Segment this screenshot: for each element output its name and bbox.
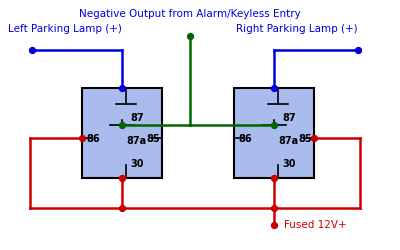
Text: 87a: 87a xyxy=(278,136,298,146)
Point xyxy=(119,206,125,210)
Text: 87a: 87a xyxy=(126,136,146,146)
Point xyxy=(119,86,125,89)
Bar xyxy=(234,88,314,178)
Text: 30: 30 xyxy=(282,159,296,169)
Text: Negative Output from Alarm/Keyless Entry: Negative Output from Alarm/Keyless Entry xyxy=(79,9,301,19)
Point xyxy=(355,48,361,52)
Point xyxy=(271,86,277,89)
Text: 86: 86 xyxy=(86,134,100,144)
Text: 30: 30 xyxy=(130,159,144,169)
Text: 86: 86 xyxy=(238,134,252,144)
Point xyxy=(271,176,277,180)
Point xyxy=(271,206,277,210)
Text: 85: 85 xyxy=(298,134,312,144)
Bar xyxy=(82,88,162,178)
Point xyxy=(187,34,193,38)
Point xyxy=(311,136,317,140)
Text: Right Parking Lamp (+): Right Parking Lamp (+) xyxy=(236,24,358,34)
Point xyxy=(119,176,125,180)
Point xyxy=(79,136,85,140)
Point xyxy=(271,123,277,127)
Point xyxy=(119,123,125,127)
Text: 87: 87 xyxy=(282,112,296,122)
Text: 87: 87 xyxy=(130,112,144,122)
Point xyxy=(29,48,35,52)
Text: 85: 85 xyxy=(146,134,160,144)
Text: Left Parking Lamp (+): Left Parking Lamp (+) xyxy=(8,24,122,34)
Point xyxy=(271,223,277,227)
Text: Fused 12V+: Fused 12V+ xyxy=(284,220,347,230)
